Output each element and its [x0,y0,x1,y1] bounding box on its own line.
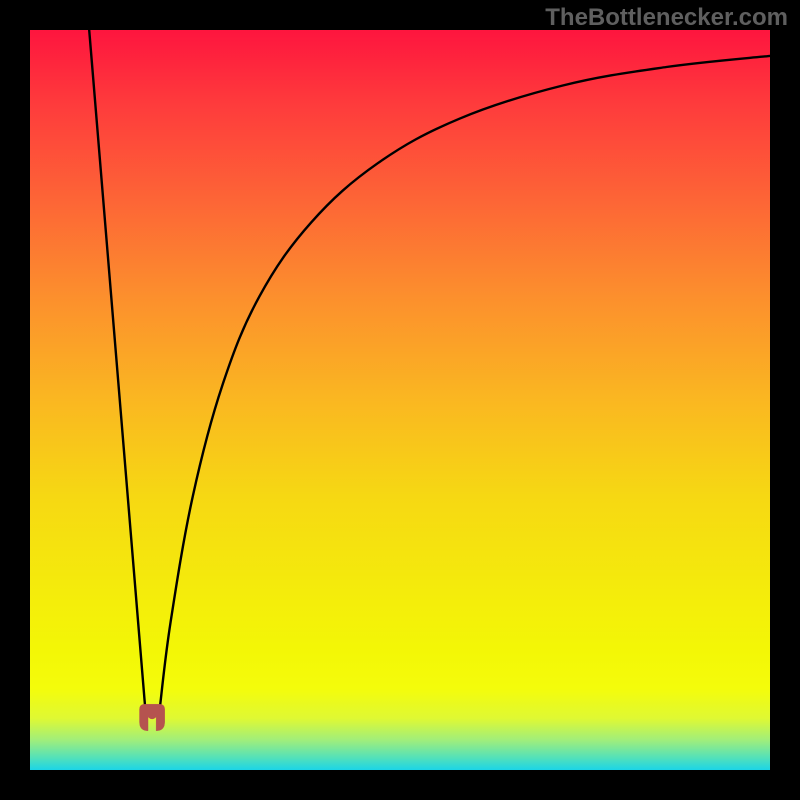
curve-layer [30,30,770,770]
plot-area [30,30,770,770]
curve-right-branch [160,56,771,711]
valley-marker [140,704,165,731]
figure-root: TheBottlenecker.com [0,0,800,800]
curve-left-branch [89,30,145,711]
